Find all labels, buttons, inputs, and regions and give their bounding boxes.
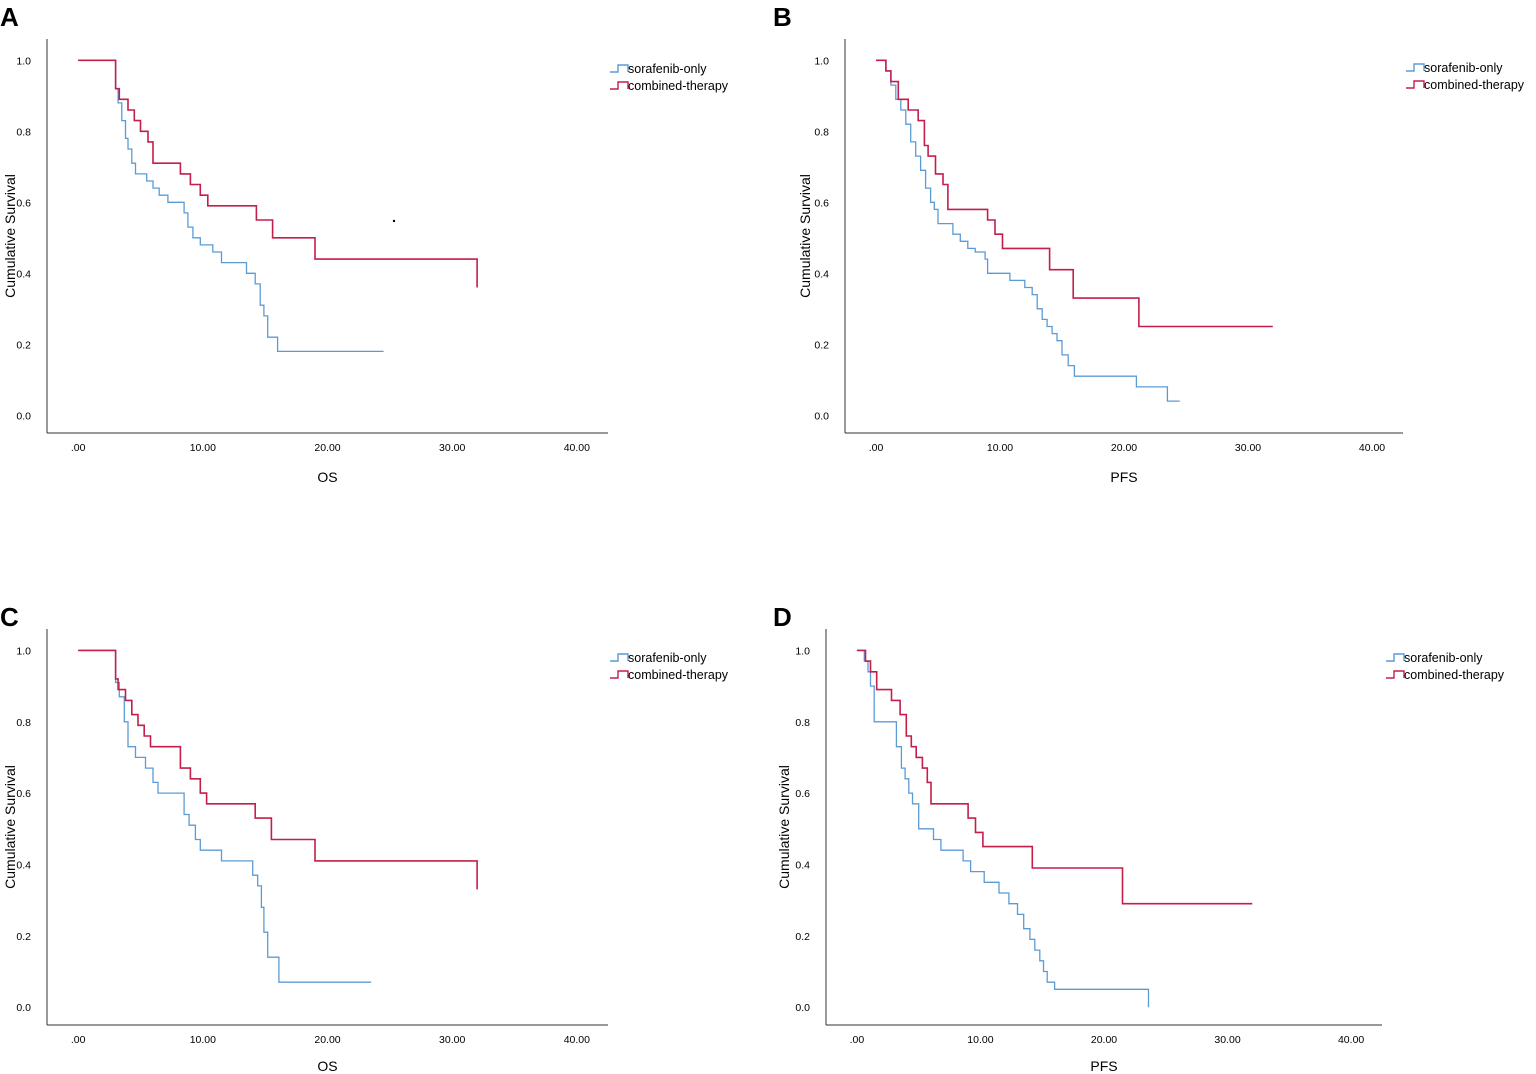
y-tick-label: 0.6 <box>16 788 31 800</box>
x-tick-label: 30.00 <box>439 1034 465 1046</box>
x-tick-label: 30.00 <box>439 442 465 454</box>
x-tick-label: 40.00 <box>564 442 590 454</box>
x-axis-title: PFS <box>1090 1058 1117 1074</box>
x-tick-label: 20.00 <box>314 442 340 454</box>
km-curve-combined-therapy <box>856 649 1253 905</box>
x-tick-label: .00 <box>71 1034 86 1046</box>
x-tick-label: 10.00 <box>190 442 216 454</box>
x-axis-title: PFS <box>1110 469 1137 485</box>
x-tick-label: 40.00 <box>1338 1034 1364 1046</box>
y-tick-label: 0.6 <box>16 197 31 209</box>
km-curve-combined-therapy <box>876 59 1273 328</box>
chart-panel-b: B 0.0 0.2 0.4 0.6 0.8 1.0 .00 10.00 20.00 30.00 40.… <box>773 2 1525 485</box>
x-axis-title: OS <box>317 469 337 485</box>
y-tick-label: 0.2 <box>16 339 31 351</box>
legend-symbol-combined-therapy <box>610 670 629 679</box>
km-curve-sorafenib-only <box>856 649 1150 1008</box>
km-curve-combined-therapy <box>78 59 478 288</box>
panel-letter: C <box>0 602 19 632</box>
y-tick-label: 1.0 <box>795 645 810 657</box>
y-tick-label: 0.2 <box>16 931 31 943</box>
legend-label: combined-therapy <box>628 668 729 682</box>
legend-symbol-sorafenib-only <box>610 64 629 73</box>
y-tick-label: 0.2 <box>814 339 829 351</box>
panel-letter: B <box>773 2 792 32</box>
x-tick-label: 20.00 <box>1091 1034 1117 1046</box>
y-tick-label: 0.4 <box>16 268 31 280</box>
x-tick-label: 10.00 <box>987 442 1013 454</box>
legend-label: combined-therapy <box>1424 78 1525 92</box>
legend-label: sorafenib-only <box>1424 61 1503 75</box>
x-tick-label: 10.00 <box>967 1034 993 1046</box>
legend-label: sorafenib-only <box>1404 651 1483 665</box>
legend-label: sorafenib-only <box>628 651 707 665</box>
y-tick-label: 0.0 <box>795 1002 810 1014</box>
legend-label: sorafenib-only <box>628 62 707 76</box>
x-tick-label: 30.00 <box>1214 1034 1240 1046</box>
x-axis-title: OS <box>317 1058 337 1074</box>
x-tick-label: 10.00 <box>190 1034 216 1046</box>
y-axis-title: Cumulative Survival <box>776 765 792 889</box>
x-tick-label: 20.00 <box>1111 442 1137 454</box>
y-tick-label: 0.6 <box>795 788 810 800</box>
y-tick-label: 0.4 <box>814 268 829 280</box>
stray-dot <box>392 219 396 223</box>
km-curve-sorafenib-only <box>78 59 384 353</box>
y-tick-label: 1.0 <box>16 645 31 657</box>
y-axis-title: Cumulative Survival <box>2 174 18 298</box>
legend-label: combined-therapy <box>1404 668 1505 682</box>
y-tick-label: 0.8 <box>795 717 810 729</box>
y-tick-label: 0.8 <box>814 126 829 138</box>
x-tick-label: 20.00 <box>314 1034 340 1046</box>
y-tick-label: 1.0 <box>814 55 829 67</box>
x-tick-label: 30.00 <box>1235 442 1261 454</box>
x-tick-label: .00 <box>850 1034 865 1046</box>
legend-symbol-combined-therapy <box>610 81 629 90</box>
y-tick-label: 0.8 <box>16 717 31 729</box>
y-tick-label: 0.0 <box>814 410 829 422</box>
legend-symbol-sorafenib-only <box>610 653 629 662</box>
legend-label: combined-therapy <box>628 79 729 93</box>
y-tick-label: 0.4 <box>795 859 810 871</box>
chart-panel-d: D 0.0 0.2 0.4 0.6 0.8 1.0 .00 10.00 20.00 30.00 40.… <box>773 602 1505 1074</box>
x-tick-label: .00 <box>71 442 86 454</box>
x-tick-label: .00 <box>869 442 884 454</box>
y-tick-label: 0.8 <box>16 126 31 138</box>
legend-symbol-combined-therapy <box>1406 80 1425 89</box>
y-axis-title: Cumulative Survival <box>797 174 813 298</box>
y-tick-label: 0.0 <box>16 410 31 422</box>
x-tick-label: 40.00 <box>564 1034 590 1046</box>
y-tick-label: 0.4 <box>16 859 31 871</box>
legend-symbol-sorafenib-only <box>1386 653 1405 662</box>
x-tick-label: 40.00 <box>1359 442 1385 454</box>
y-axis-title: Cumulative Survival <box>2 765 18 889</box>
km-curve-sorafenib-only <box>78 649 372 983</box>
chart-panel-c: C 0.0 0.2 0.4 0.6 0.8 1.0 .00 10.00 20.00 30.00 40.… <box>0 602 729 1074</box>
km-curve-combined-therapy <box>78 649 478 890</box>
panel-letter: D <box>773 602 792 632</box>
chart-panel-a: A 0.0 0.2 0.4 0.6 0.8 1.0 .00 10.00 20.00 30.00 40.… <box>0 2 729 485</box>
panel-letter: A <box>0 2 19 32</box>
y-tick-label: 0.6 <box>814 197 829 209</box>
legend-symbol-sorafenib-only <box>1406 63 1425 72</box>
km-curve-sorafenib-only <box>876 59 1180 402</box>
legend-symbol-combined-therapy <box>1386 670 1405 679</box>
y-tick-label: 0.0 <box>16 1002 31 1014</box>
y-tick-label: 1.0 <box>16 55 31 67</box>
y-tick-label: 0.2 <box>795 931 810 943</box>
